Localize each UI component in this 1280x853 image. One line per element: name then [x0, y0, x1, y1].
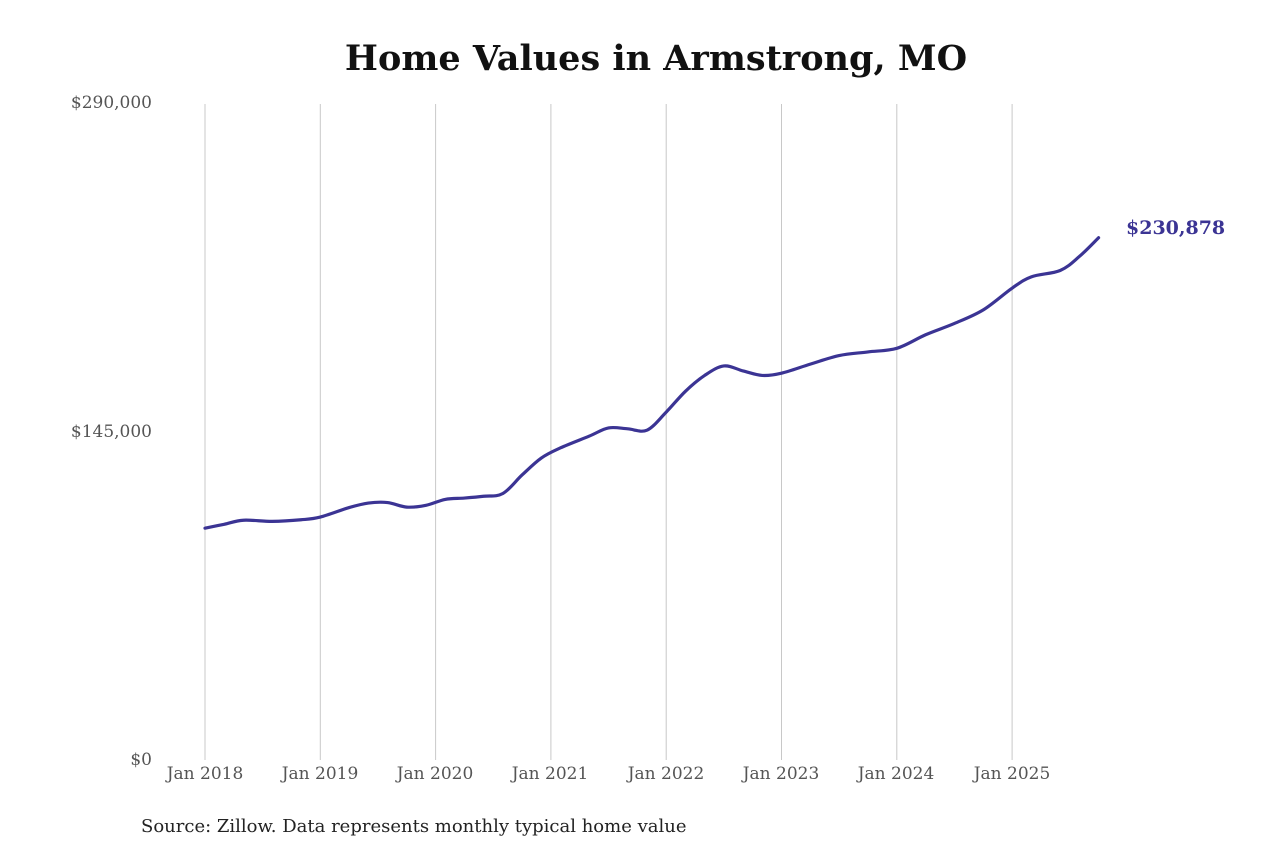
gridlines — [204, 104, 1013, 760]
y-tick-label: $0 — [130, 750, 152, 770]
x-tick-label: Jan 2018 — [166, 764, 244, 784]
y-tick-label: $145,000 — [70, 422, 152, 442]
home-value-line — [203, 236, 1101, 530]
x-tick-label: Jan 2024 — [857, 764, 935, 784]
x-tick-label: Jan 2022 — [627, 764, 705, 784]
x-tick-label: Jan 2023 — [742, 764, 820, 784]
y-tick-label: $290,000 — [70, 93, 152, 113]
chart-title: Home Values in Armstrong, MO — [344, 38, 968, 79]
x-tick-label: Jan 2025 — [973, 764, 1051, 784]
x-tick-label: Jan 2019 — [281, 764, 359, 784]
x-tick-label: Jan 2020 — [396, 764, 474, 784]
latest-value-label: $230,878 — [1126, 217, 1226, 239]
source-note: Source: Zillow. Data represents monthly … — [141, 816, 687, 837]
x-tick-label: Jan 2021 — [511, 764, 589, 784]
